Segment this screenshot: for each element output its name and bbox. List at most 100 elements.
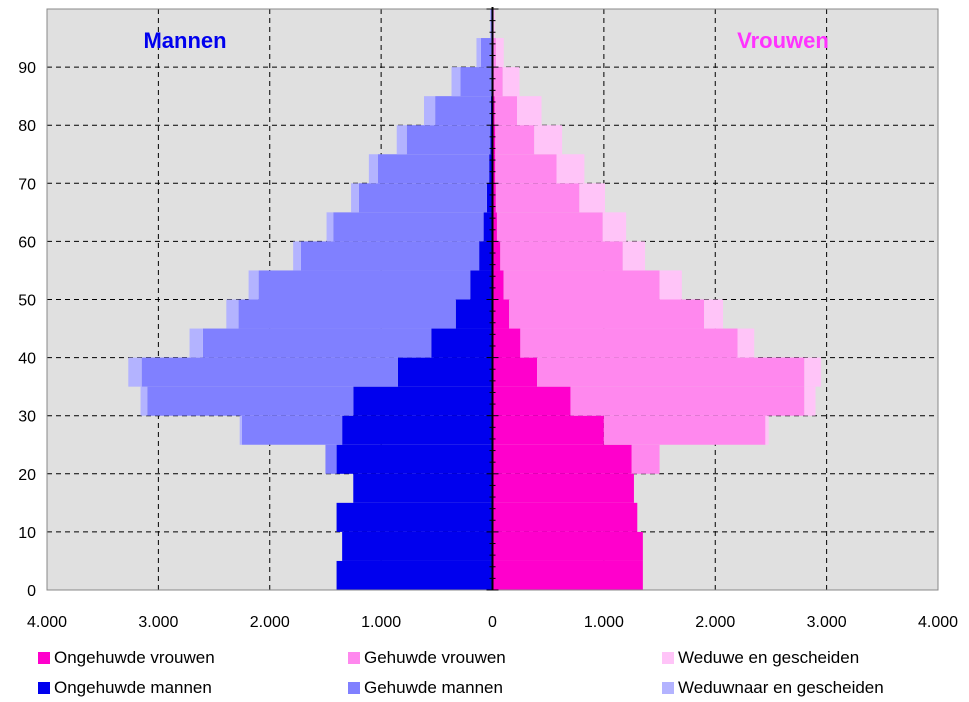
bar-segment xyxy=(492,560,643,590)
bar-segment xyxy=(493,38,496,68)
bar-segment xyxy=(520,328,738,358)
bar-segment xyxy=(451,67,461,97)
bar-segment xyxy=(239,415,242,445)
bar-segment xyxy=(377,154,490,184)
bar-segment xyxy=(202,328,432,358)
bar-segment xyxy=(141,357,398,387)
x-tick-labels: 4.000 3.000 2.000 1.000 0 1.000 2.000 3.000 4.00… xyxy=(27,614,958,631)
bar-segment xyxy=(358,183,487,213)
y-tick-label: 90 xyxy=(18,60,36,77)
bar-segment xyxy=(534,125,563,155)
bar-segment xyxy=(431,328,493,358)
bar-segment xyxy=(342,415,493,445)
bar-segment xyxy=(336,444,493,474)
bar-segment xyxy=(492,270,504,300)
bar-segment xyxy=(351,183,359,213)
bar-segment xyxy=(492,473,634,503)
x-tick-label: 3.000 xyxy=(807,614,847,631)
bar-segment xyxy=(486,183,493,213)
bar-segment xyxy=(189,328,203,358)
bar-segment xyxy=(336,502,493,532)
bar-segment xyxy=(490,125,493,155)
bar-segment xyxy=(300,241,480,271)
bar-segment xyxy=(603,415,766,445)
bar-segment xyxy=(537,357,805,387)
y-tick-label: 30 xyxy=(18,409,36,426)
bar-segment xyxy=(495,154,557,184)
bar-segment xyxy=(493,9,495,39)
y-tick-label: 10 xyxy=(18,525,36,542)
bar-segment xyxy=(492,125,496,155)
bar-segment xyxy=(424,96,436,126)
bar-segment xyxy=(238,299,456,329)
x-tick-label: 1.000 xyxy=(361,614,401,631)
bar-segment xyxy=(479,241,493,271)
bar-segment xyxy=(496,212,603,242)
bar-segment xyxy=(140,386,148,416)
bar-segment xyxy=(492,183,496,213)
bar-segment xyxy=(470,270,493,300)
bar-segment xyxy=(492,328,521,358)
bar-segment xyxy=(704,299,724,329)
bar-segment xyxy=(492,154,496,184)
bar-segment xyxy=(500,241,623,271)
bar-segment xyxy=(326,212,334,242)
bar-segment xyxy=(480,38,493,68)
bar-segment xyxy=(495,38,504,68)
bar-segment xyxy=(483,212,493,242)
y-tick-label: 40 xyxy=(18,351,36,368)
y-tick-label: 0 xyxy=(27,583,36,600)
bar-segment xyxy=(492,531,643,561)
bar-segment xyxy=(241,415,343,445)
y-tick-labels: 0 10 20 30 40 50 60 70 80 90 xyxy=(18,60,36,600)
bar-segment xyxy=(397,357,493,387)
y-tick-label: 20 xyxy=(18,467,36,484)
bar-segment xyxy=(492,444,632,474)
bar-segment xyxy=(353,473,493,503)
bar-segment xyxy=(804,357,822,387)
bar-segment xyxy=(492,502,638,532)
bar-segment xyxy=(503,270,660,300)
bars xyxy=(128,9,822,590)
bar-segment xyxy=(659,270,682,300)
bar-segment xyxy=(495,183,580,213)
bar-segment xyxy=(765,415,769,445)
x-tick-label: 0 xyxy=(488,614,497,631)
bar-segment xyxy=(226,299,239,329)
bar-segment xyxy=(293,241,301,271)
y-tick-label: 60 xyxy=(18,234,36,251)
bar-segment xyxy=(492,357,538,387)
bar-segment xyxy=(579,183,605,213)
x-tick-label: 2.000 xyxy=(250,614,290,631)
bar-segment xyxy=(556,154,585,184)
bar-segment xyxy=(492,415,604,445)
bar-segment xyxy=(493,67,503,97)
bar-segment xyxy=(494,96,518,126)
bar-segment xyxy=(368,154,378,184)
bar-segment xyxy=(492,299,510,329)
y-tick-label: 50 xyxy=(18,293,36,310)
bar-segment xyxy=(325,444,337,474)
bar-segment xyxy=(406,125,491,155)
bar-segment xyxy=(336,560,493,590)
bar-segment xyxy=(492,96,495,126)
bar-segment xyxy=(128,357,142,387)
bar-segment xyxy=(435,96,491,126)
bar-segment xyxy=(353,386,493,416)
axes xyxy=(46,7,939,591)
bar-segment xyxy=(804,386,816,416)
bar-segment xyxy=(737,328,755,358)
bar-segment xyxy=(258,270,471,300)
x-tick-label: 4.000 xyxy=(27,614,67,631)
bar-segment xyxy=(460,67,492,97)
bar-segment xyxy=(476,38,481,68)
bar-segment xyxy=(492,241,501,271)
x-tick-label: 4.000 xyxy=(918,614,958,631)
bar-segment xyxy=(147,386,354,416)
bar-segment xyxy=(492,386,571,416)
bar-segment xyxy=(490,9,491,39)
bar-segment xyxy=(492,212,497,242)
bar-segment xyxy=(570,386,805,416)
x-tick-label: 2.000 xyxy=(695,614,735,631)
